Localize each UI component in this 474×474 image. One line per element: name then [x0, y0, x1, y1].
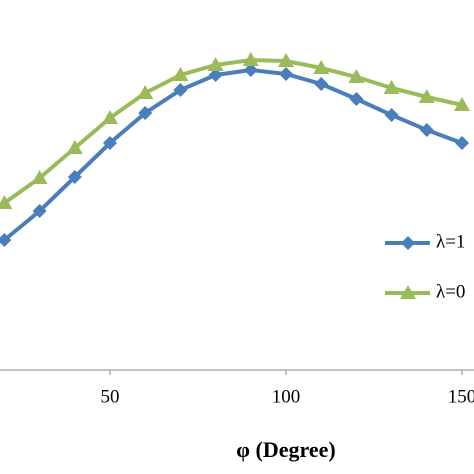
data-point: [137, 85, 154, 99]
data-point: [66, 140, 83, 154]
data-point: [173, 83, 188, 97]
data-point: [243, 63, 258, 77]
data-point: [138, 106, 153, 120]
legend-marker: [400, 285, 416, 299]
legend-label: λ=1: [436, 231, 465, 252]
x-tick-label: 100: [272, 386, 301, 407]
data-point: [32, 204, 47, 218]
data-point: [313, 60, 330, 74]
data-point: [31, 170, 48, 184]
data-point: [208, 68, 223, 82]
series-line: [3, 57, 463, 205]
data-point: [0, 233, 12, 247]
data-point: [0, 195, 13, 209]
legend-marker: [401, 236, 415, 250]
x-tick-label: 50: [101, 386, 120, 407]
data-point: [314, 77, 329, 91]
data-point: [418, 89, 435, 103]
data-point: [384, 108, 399, 122]
x-axis-label: φ (Degree): [236, 437, 335, 462]
data-point: [279, 67, 294, 81]
data-point: [349, 92, 364, 106]
data-point: [103, 136, 118, 150]
data-point: [419, 123, 434, 137]
data-point: [348, 69, 365, 83]
data-point: [172, 67, 189, 81]
data-point: [278, 53, 295, 67]
x-tick-label: 150: [448, 386, 474, 407]
data-point: [207, 57, 224, 71]
data-point: [383, 80, 400, 94]
data-point: [454, 97, 471, 111]
legend-label: λ=0: [436, 281, 465, 302]
data-point: [102, 110, 119, 124]
series-line: [3, 67, 463, 242]
data-point: [455, 136, 470, 150]
data-point: [242, 52, 259, 66]
data-point: [67, 170, 82, 184]
